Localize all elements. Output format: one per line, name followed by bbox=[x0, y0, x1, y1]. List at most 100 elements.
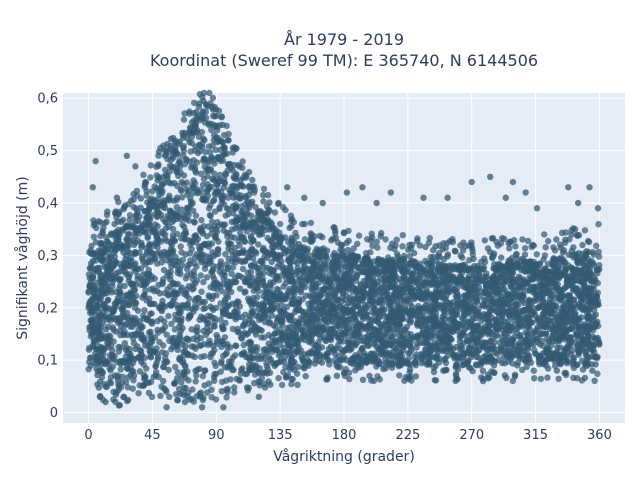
data-point bbox=[261, 282, 268, 290]
data-point bbox=[219, 378, 226, 386]
data-point bbox=[503, 309, 511, 316]
data-point bbox=[189, 238, 196, 245]
data-point bbox=[391, 325, 398, 333]
data-point bbox=[456, 338, 464, 345]
data-point bbox=[209, 175, 216, 183]
data-point bbox=[204, 181, 211, 188]
data-point bbox=[213, 279, 220, 286]
data-point bbox=[345, 279, 352, 287]
data-point bbox=[224, 278, 231, 285]
data-point bbox=[206, 337, 213, 344]
data-point bbox=[141, 375, 148, 383]
data-point bbox=[517, 314, 524, 322]
data-point bbox=[130, 377, 137, 384]
data-point bbox=[423, 286, 430, 293]
data-point bbox=[318, 306, 325, 313]
data-point bbox=[595, 248, 602, 255]
data-point bbox=[112, 328, 120, 335]
data-point bbox=[161, 166, 169, 174]
data-point bbox=[232, 220, 240, 227]
data-point bbox=[165, 194, 173, 202]
data-point bbox=[455, 353, 463, 361]
data-point bbox=[334, 315, 342, 323]
data-point bbox=[185, 352, 192, 359]
data-point bbox=[147, 318, 155, 326]
data-point bbox=[193, 159, 201, 166]
data-point bbox=[235, 298, 242, 306]
data-point bbox=[298, 353, 305, 360]
data-point bbox=[178, 373, 185, 380]
data-point bbox=[191, 147, 199, 154]
data-point bbox=[451, 318, 458, 325]
data-point bbox=[394, 301, 402, 309]
data-point bbox=[268, 258, 275, 266]
data-point bbox=[313, 316, 321, 324]
data-point bbox=[369, 355, 377, 362]
data-point bbox=[220, 340, 227, 347]
data-point bbox=[551, 350, 558, 357]
data-point bbox=[163, 171, 170, 178]
data-point bbox=[281, 354, 289, 361]
data-point bbox=[255, 272, 262, 280]
data-point bbox=[413, 279, 420, 286]
data-point bbox=[378, 338, 386, 345]
data-point bbox=[453, 343, 460, 351]
data-point bbox=[145, 266, 152, 274]
data-point bbox=[338, 298, 346, 305]
data-point bbox=[199, 230, 206, 237]
data-point bbox=[479, 339, 487, 347]
data-point bbox=[281, 269, 289, 277]
data-point bbox=[85, 346, 93, 353]
data-point bbox=[141, 307, 148, 314]
data-point bbox=[226, 312, 233, 320]
data-point bbox=[239, 207, 246, 215]
data-point bbox=[325, 291, 333, 298]
data-point bbox=[485, 330, 492, 338]
data-point bbox=[471, 286, 478, 294]
data-point bbox=[161, 236, 169, 243]
data-point bbox=[285, 238, 292, 246]
data-point bbox=[172, 379, 179, 386]
data-point bbox=[197, 342, 204, 349]
data-point bbox=[426, 314, 433, 321]
data-point bbox=[312, 342, 320, 350]
data-point bbox=[223, 205, 231, 212]
data-point bbox=[200, 175, 208, 183]
data-point bbox=[328, 300, 335, 307]
data-point bbox=[172, 316, 179, 323]
data-point bbox=[154, 260, 161, 267]
data-point bbox=[276, 341, 283, 348]
data-point bbox=[236, 272, 243, 280]
data-point bbox=[248, 238, 255, 246]
data-point bbox=[397, 327, 404, 334]
data-point bbox=[544, 323, 551, 330]
data-point bbox=[301, 336, 308, 344]
data-point bbox=[123, 235, 130, 243]
data-point bbox=[235, 250, 242, 257]
data-point bbox=[126, 231, 133, 238]
data-point bbox=[392, 337, 399, 344]
data-point bbox=[398, 290, 405, 297]
data-point bbox=[106, 286, 113, 294]
data-point bbox=[446, 301, 454, 308]
data-point bbox=[150, 198, 158, 205]
data-point bbox=[408, 347, 415, 354]
data-point bbox=[319, 287, 326, 294]
data-point bbox=[452, 287, 459, 295]
data-point bbox=[289, 346, 296, 354]
data-point bbox=[527, 284, 534, 292]
data-point bbox=[93, 336, 100, 343]
data-point bbox=[316, 357, 323, 365]
data-point bbox=[258, 314, 266, 321]
data-point bbox=[404, 285, 411, 292]
data-point bbox=[519, 291, 527, 298]
data-point bbox=[180, 152, 187, 159]
data-point bbox=[160, 363, 167, 371]
data-point bbox=[124, 365, 131, 373]
data-point bbox=[192, 212, 200, 219]
data-point bbox=[144, 249, 151, 256]
data-point bbox=[171, 326, 179, 333]
data-point bbox=[177, 320, 184, 327]
data-point bbox=[185, 315, 192, 322]
data-point bbox=[578, 314, 585, 321]
